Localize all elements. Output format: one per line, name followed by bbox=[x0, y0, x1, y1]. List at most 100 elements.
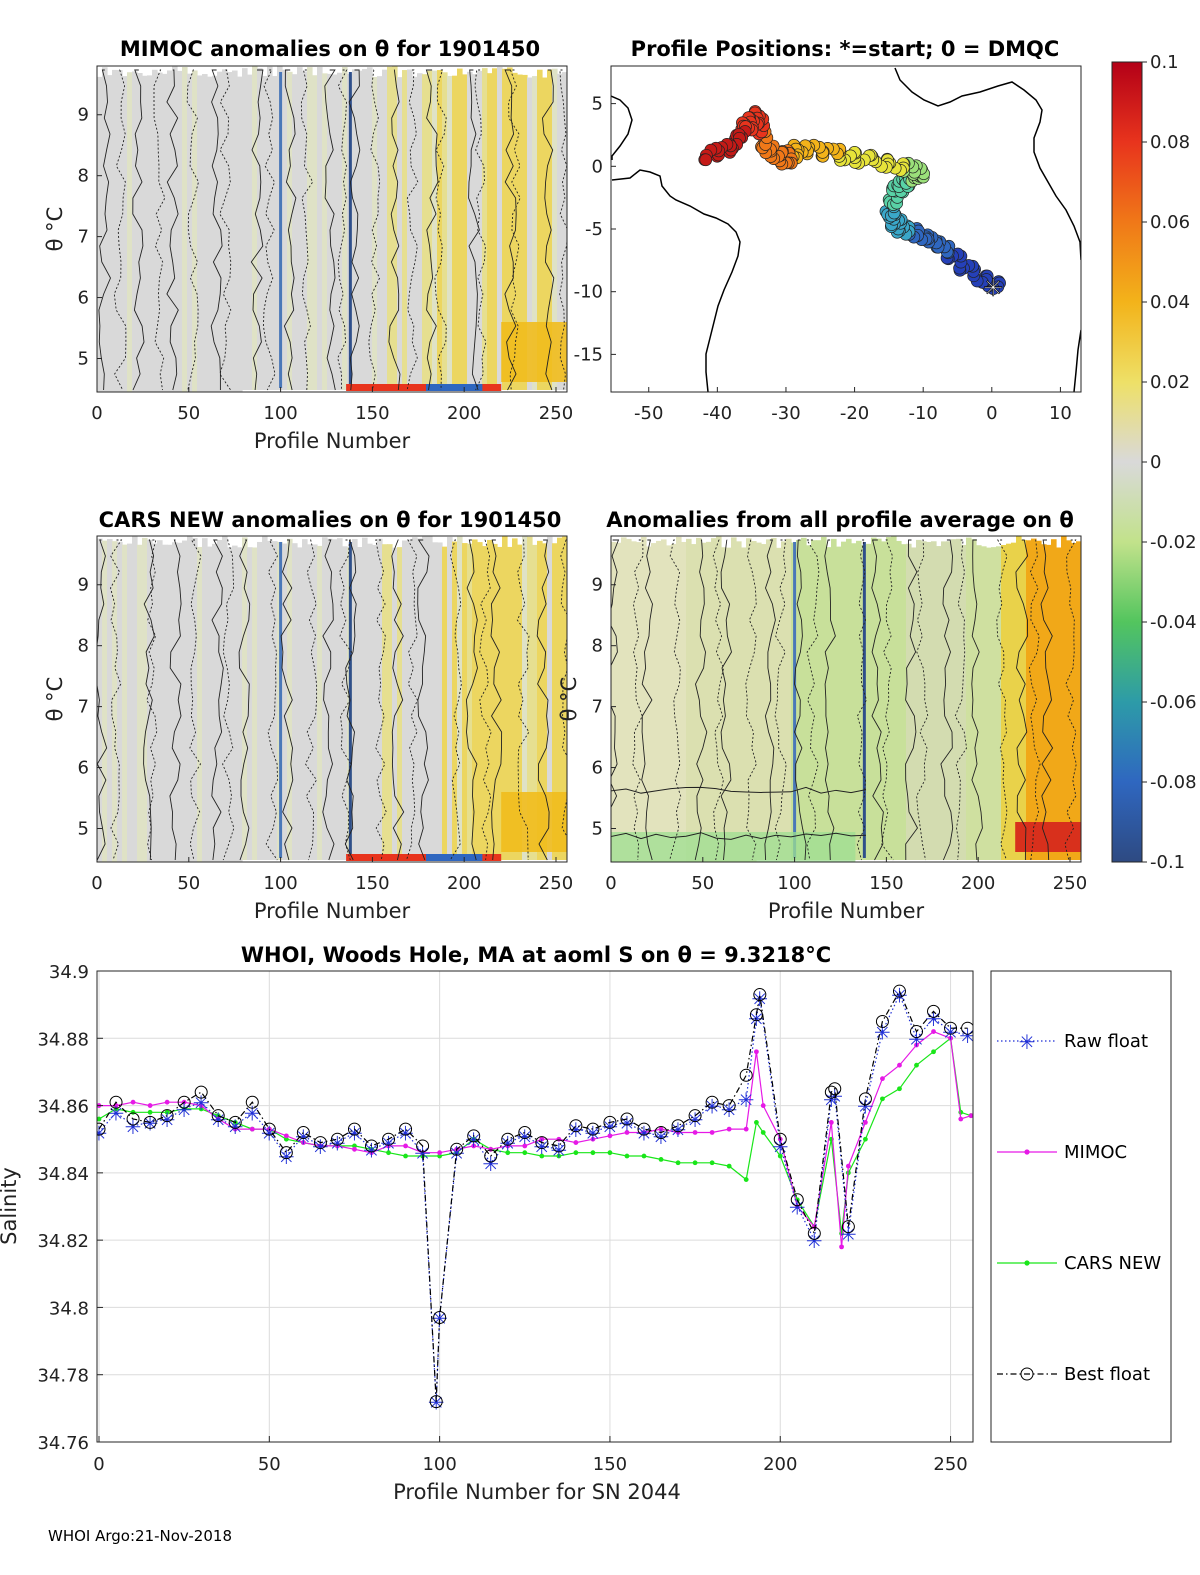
field-column bbox=[297, 67, 303, 390]
contour-line bbox=[388, 69, 401, 391]
series-line-raw-float bbox=[98, 992, 968, 1402]
point-mimoc bbox=[130, 1099, 136, 1105]
field-column bbox=[167, 70, 173, 392]
contour-line bbox=[262, 69, 276, 391]
field-column bbox=[457, 536, 463, 860]
field-column bbox=[122, 76, 128, 392]
field-column bbox=[996, 546, 1002, 860]
legend-label: CARS NEW bbox=[1064, 1253, 1161, 1274]
point-raw-float: ✳ bbox=[925, 1007, 942, 1031]
point-raw-float: ✳ bbox=[840, 1222, 857, 1246]
contour-line bbox=[322, 539, 335, 861]
point-best-float bbox=[892, 984, 906, 998]
average-y-ticks: 9 8 7 6 5 bbox=[592, 575, 616, 839]
field-column bbox=[237, 547, 243, 862]
field-column bbox=[232, 70, 238, 392]
point-mimoc bbox=[283, 1133, 289, 1139]
field-column bbox=[362, 69, 368, 390]
contour-line bbox=[560, 539, 567, 838]
y-tick-label: 34.76 bbox=[37, 1433, 89, 1454]
panel-mimoc-title: MIMOC anomalies on θ for 1901450 bbox=[120, 37, 540, 61]
point-raw-float: ✳ bbox=[329, 1132, 346, 1156]
x-tick-label: 200 bbox=[447, 873, 481, 894]
field-column bbox=[407, 69, 413, 390]
field-column bbox=[287, 71, 293, 390]
field-column bbox=[392, 66, 398, 390]
point-cars-new bbox=[958, 1109, 964, 1115]
field-column bbox=[222, 536, 228, 862]
point-cars-new bbox=[522, 1150, 528, 1156]
field-column bbox=[402, 70, 408, 391]
point-best-float bbox=[467, 1129, 481, 1143]
field-column bbox=[756, 542, 762, 860]
field-column bbox=[427, 536, 433, 860]
field-column bbox=[746, 538, 752, 862]
field-column bbox=[836, 546, 842, 860]
field-column bbox=[991, 547, 997, 860]
point-mimoc bbox=[726, 1126, 732, 1132]
point-cars-new bbox=[897, 1086, 902, 1092]
point-best-float bbox=[569, 1119, 583, 1133]
field-column bbox=[711, 538, 717, 862]
point-raw-float: ✳ bbox=[748, 1007, 765, 1031]
y-tick-label: 7 bbox=[592, 697, 603, 718]
point-best-float bbox=[858, 1092, 872, 1106]
field-column bbox=[262, 75, 268, 390]
contour-line bbox=[280, 539, 294, 861]
average-ylabel: θ °C bbox=[557, 677, 581, 722]
colorbar-tick-label: 0 bbox=[1150, 452, 1161, 473]
point-raw-float: ✳ bbox=[602, 1115, 619, 1139]
anomaly-stripe bbox=[793, 542, 797, 858]
field-column bbox=[691, 544, 697, 862]
field-column bbox=[317, 67, 323, 391]
field-column bbox=[956, 538, 962, 860]
field-column bbox=[492, 543, 498, 860]
contour-line bbox=[368, 69, 381, 391]
point-cars-new bbox=[641, 1153, 647, 1159]
contour-line bbox=[806, 539, 820, 861]
point-best-float bbox=[347, 1122, 361, 1136]
field-column bbox=[1046, 544, 1052, 860]
field-column bbox=[631, 541, 637, 862]
field-bottom-strip-blue bbox=[426, 854, 483, 861]
field-column bbox=[502, 68, 508, 391]
x-tick-label: 250 bbox=[933, 1454, 967, 1475]
point-best-float bbox=[97, 1122, 106, 1136]
y-tick-label: 5 bbox=[78, 348, 89, 369]
field-column bbox=[97, 76, 103, 392]
field-column bbox=[227, 72, 233, 392]
point-cars-new bbox=[573, 1150, 579, 1156]
field-column bbox=[751, 541, 757, 862]
point-raw-float: ✳ bbox=[108, 1101, 125, 1125]
y-tick-label: 34.9 bbox=[49, 962, 89, 983]
field-column bbox=[557, 73, 563, 391]
start-star-icon: ✳ bbox=[983, 274, 1003, 302]
point-raw-float: ✳ bbox=[278, 1145, 295, 1169]
y-tick-label: 9 bbox=[78, 105, 89, 126]
cars-xlabel: Profile Number bbox=[254, 899, 411, 923]
field-column bbox=[626, 538, 632, 862]
field-column bbox=[152, 69, 158, 392]
y-tick-label: 5 bbox=[592, 818, 603, 839]
field-column bbox=[517, 74, 523, 390]
field-column bbox=[247, 547, 253, 860]
point-mimoc bbox=[743, 1126, 749, 1132]
point-best-float bbox=[620, 1112, 634, 1126]
field-column bbox=[282, 69, 288, 390]
point-cars-new bbox=[437, 1153, 443, 1159]
field-column bbox=[651, 543, 657, 862]
colorbar-gradient bbox=[1111, 61, 1143, 863]
point-cars-new bbox=[505, 1150, 511, 1156]
point-best-float bbox=[722, 1099, 736, 1113]
field-column bbox=[272, 541, 278, 860]
point-mimoc bbox=[845, 1163, 851, 1169]
field-column bbox=[1041, 544, 1047, 860]
contour-line bbox=[516, 539, 530, 861]
x-tick-label: -30 bbox=[771, 403, 800, 424]
y-tick-label: 5 bbox=[78, 818, 89, 839]
point-best-float bbox=[313, 1136, 327, 1150]
point-mimoc bbox=[760, 1103, 766, 1108]
field-column bbox=[252, 66, 258, 390]
x-tick-label: 150 bbox=[355, 873, 389, 894]
coastline-southern-africa bbox=[1073, 329, 1081, 392]
